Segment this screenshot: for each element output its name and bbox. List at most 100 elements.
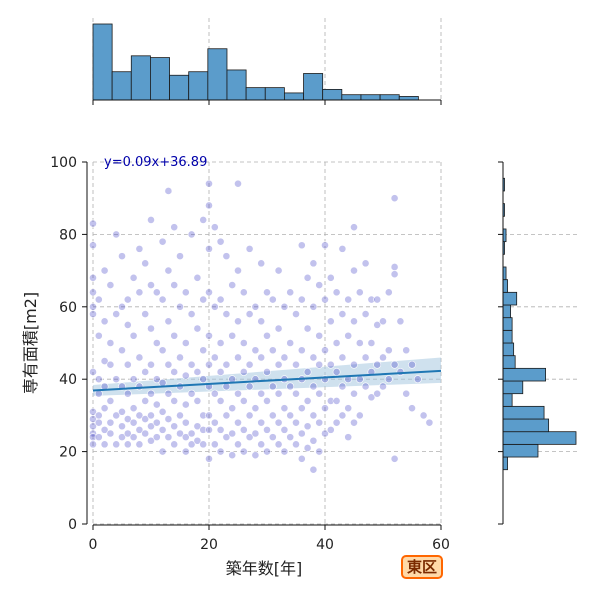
scatter-point — [89, 440, 97, 449]
scatter-point — [338, 310, 347, 318]
top-hist-bar — [264, 87, 285, 101]
scatter-point — [222, 433, 231, 442]
top-histogram — [92, 18, 442, 105]
scatter-point — [205, 288, 213, 297]
scatter-point — [326, 317, 335, 326]
scatter-point — [373, 389, 382, 398]
scatter-point — [234, 353, 242, 362]
scatter-point — [396, 317, 405, 326]
scatter-point — [239, 447, 248, 456]
scatter-point — [94, 411, 103, 420]
scatter-point — [199, 346, 208, 355]
scatter-point — [384, 375, 393, 384]
top-hist-bar — [322, 88, 343, 101]
scatter-point — [326, 397, 335, 405]
scatter-point — [205, 454, 213, 463]
scatter-point — [234, 266, 242, 275]
scatter-point — [245, 244, 254, 253]
scatter-point — [152, 339, 161, 347]
scatter-point — [164, 266, 173, 275]
scatter-point — [181, 371, 190, 380]
scatter-point — [245, 433, 254, 442]
scatter-point — [355, 288, 364, 297]
scatter-point — [193, 273, 202, 282]
scatter-point — [170, 368, 179, 376]
scatter-point — [187, 360, 196, 369]
top-hist-bar — [398, 96, 419, 101]
scatter-point — [373, 360, 382, 369]
scatter-point — [390, 270, 399, 279]
top-hist-bar — [303, 73, 324, 101]
scatter-point — [106, 281, 115, 289]
scatter-point — [251, 451, 260, 460]
scatter-point — [123, 295, 132, 304]
scatter-point — [94, 375, 103, 384]
x-tick-label: 40 — [316, 537, 334, 553]
scatter-point — [303, 444, 312, 452]
scatter-point — [274, 418, 283, 427]
scatter-point — [141, 429, 150, 438]
scatter-point — [245, 310, 254, 318]
scatter-point — [94, 418, 103, 427]
scatter-point — [123, 389, 132, 398]
scatter-point — [425, 418, 434, 427]
scatter-point — [141, 368, 150, 376]
scatter-point — [100, 317, 109, 326]
scatter-point — [199, 375, 208, 384]
scatter-point — [164, 415, 173, 423]
scatter-point — [292, 389, 300, 398]
scatter-point — [338, 244, 347, 253]
scatter-point — [350, 418, 358, 427]
scatter-point — [280, 404, 289, 413]
scatter-point — [274, 324, 283, 333]
scatter-point — [344, 404, 353, 413]
scatter-point — [135, 411, 144, 420]
scatter-point — [239, 368, 248, 376]
scatter-point — [135, 440, 144, 449]
scatter-point — [147, 422, 155, 431]
scatter-point — [193, 397, 202, 405]
scatter-point — [205, 244, 213, 253]
scatter-point — [408, 404, 416, 413]
scatter-point — [158, 237, 167, 246]
top-hist-bar — [92, 23, 113, 101]
scatter-point — [257, 440, 266, 449]
scatter-point — [251, 302, 260, 311]
scatter-point — [315, 389, 324, 398]
scatter-point — [118, 252, 126, 261]
top-hist-bar — [226, 69, 247, 101]
scatter-point — [361, 259, 370, 268]
scatter-point — [315, 360, 324, 369]
scatter-point — [205, 360, 213, 369]
scatter-point — [274, 389, 283, 398]
scatter-point — [94, 295, 103, 304]
scatter-point — [309, 353, 318, 362]
scatter-point — [297, 346, 306, 355]
scatter-point — [332, 339, 341, 347]
scatter-point — [158, 346, 167, 355]
scatter-point — [274, 440, 283, 449]
scatter-point — [193, 422, 202, 431]
y-tick-label: 0 — [68, 517, 77, 533]
scatter-point — [193, 368, 202, 376]
scatter-point — [129, 418, 138, 427]
scatter-point — [106, 397, 115, 405]
scatter-point — [181, 288, 190, 297]
scatter-point — [286, 382, 295, 391]
scatter-point — [118, 422, 126, 431]
scatter-point — [326, 360, 335, 369]
scatter-point — [164, 360, 173, 369]
scatter-point — [216, 397, 225, 405]
regression-equation: y=0.09x+36.89 — [104, 155, 207, 170]
scatter-point — [286, 339, 295, 347]
scatter-point — [286, 433, 295, 442]
scatter-point — [222, 310, 231, 318]
scatter-point — [413, 375, 422, 384]
scatter-point — [89, 310, 97, 318]
scatter-point — [210, 389, 219, 398]
scatter-point — [112, 310, 121, 318]
scatter-point — [303, 324, 312, 333]
scatter-point — [402, 389, 411, 398]
scatter-point — [292, 360, 300, 369]
scatter-point — [315, 447, 324, 456]
